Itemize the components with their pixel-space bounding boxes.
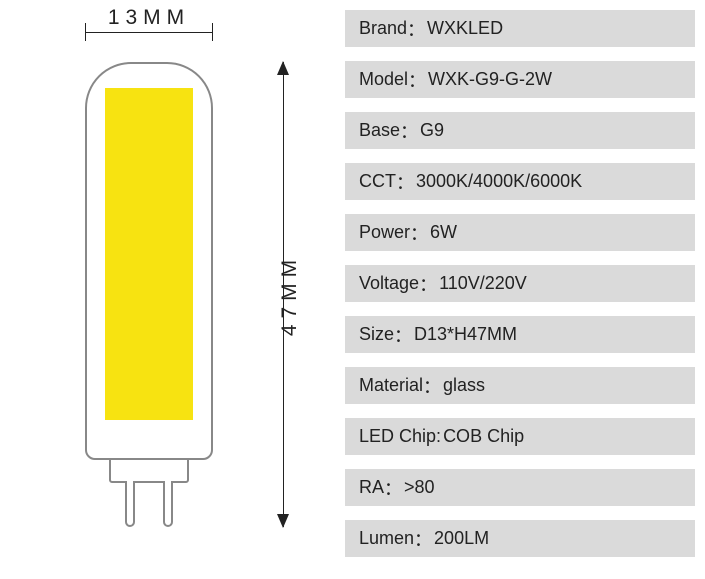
spec-separator: ： bbox=[408, 67, 426, 93]
width-tick-right bbox=[212, 23, 213, 41]
arrow-down-icon bbox=[277, 514, 289, 528]
spec-value: 3000K/4000K/6000K bbox=[416, 171, 582, 192]
spec-label: CCT bbox=[359, 171, 396, 192]
spec-row: Size：D13*H47MM bbox=[345, 316, 695, 353]
spec-value: 110V/220V bbox=[439, 273, 527, 294]
spec-row: Base：G9 bbox=[345, 112, 695, 149]
spec-value: COB Chip bbox=[443, 426, 524, 447]
spec-label: Lumen bbox=[359, 528, 414, 549]
spec-label: Size bbox=[359, 324, 394, 345]
width-tick-left bbox=[85, 23, 86, 41]
spec-label: LED Chip bbox=[359, 426, 436, 447]
bulb-cob bbox=[105, 88, 193, 420]
bulb-pin-left bbox=[125, 481, 135, 527]
width-label: 13MM bbox=[85, 6, 213, 30]
spec-separator: ： bbox=[410, 220, 428, 246]
spec-row: Power：6W bbox=[345, 214, 695, 251]
spec-label: Voltage bbox=[359, 273, 419, 294]
diagram-panel: 13MM 47MM bbox=[0, 0, 345, 579]
width-rule bbox=[85, 32, 213, 33]
spec-label: Brand bbox=[359, 18, 407, 39]
spec-row: CCT：3000K/4000K/6000K bbox=[345, 163, 695, 200]
spec-separator: ： bbox=[394, 322, 412, 348]
spec-row: Model：WXK-G9-G-2W bbox=[345, 61, 695, 98]
spec-separator: ： bbox=[384, 475, 402, 501]
spec-value: WXKLED bbox=[427, 18, 503, 39]
spec-label: Model bbox=[359, 69, 408, 90]
spec-separator: : bbox=[436, 426, 441, 447]
bulb-base bbox=[109, 458, 189, 483]
spec-label: Power bbox=[359, 222, 410, 243]
spec-value: >80 bbox=[404, 477, 435, 498]
spec-label: RA bbox=[359, 477, 384, 498]
spec-row: LED Chip: COB Chip bbox=[345, 418, 695, 455]
spec-row: Voltage：110V/220V bbox=[345, 265, 695, 302]
spec-row: Brand：WXKLED bbox=[345, 10, 695, 47]
height-label: 47MM bbox=[278, 253, 302, 335]
bulb-drawing bbox=[85, 62, 213, 527]
spec-value: glass bbox=[443, 375, 485, 396]
spec-label: Material bbox=[359, 375, 423, 396]
spec-value: 6W bbox=[430, 222, 457, 243]
spec-separator: ： bbox=[419, 271, 437, 297]
spec-separator: ： bbox=[400, 118, 418, 144]
spec-label: Base bbox=[359, 120, 400, 141]
spec-separator: ： bbox=[407, 16, 425, 42]
spec-separator: ： bbox=[414, 526, 432, 552]
spec-row: Lumen：200LM bbox=[345, 520, 695, 557]
spec-row: Material：glass bbox=[345, 367, 695, 404]
spec-row: RA：>80 bbox=[345, 469, 695, 506]
spec-separator: ： bbox=[423, 373, 441, 399]
spec-list: Brand：WXKLEDModel：WXK-G9-G-2WBase：G9CCT：… bbox=[345, 10, 695, 571]
spec-value: D13*H47MM bbox=[414, 324, 517, 345]
spec-value: G9 bbox=[420, 120, 444, 141]
spec-separator: ： bbox=[396, 169, 414, 195]
spec-value: WXK-G9-G-2W bbox=[428, 69, 552, 90]
height-dimension: 47MM bbox=[283, 62, 284, 527]
spec-value: 200LM bbox=[434, 528, 489, 549]
arrow-up-icon bbox=[277, 61, 289, 75]
bulb-pin-right bbox=[163, 481, 173, 527]
